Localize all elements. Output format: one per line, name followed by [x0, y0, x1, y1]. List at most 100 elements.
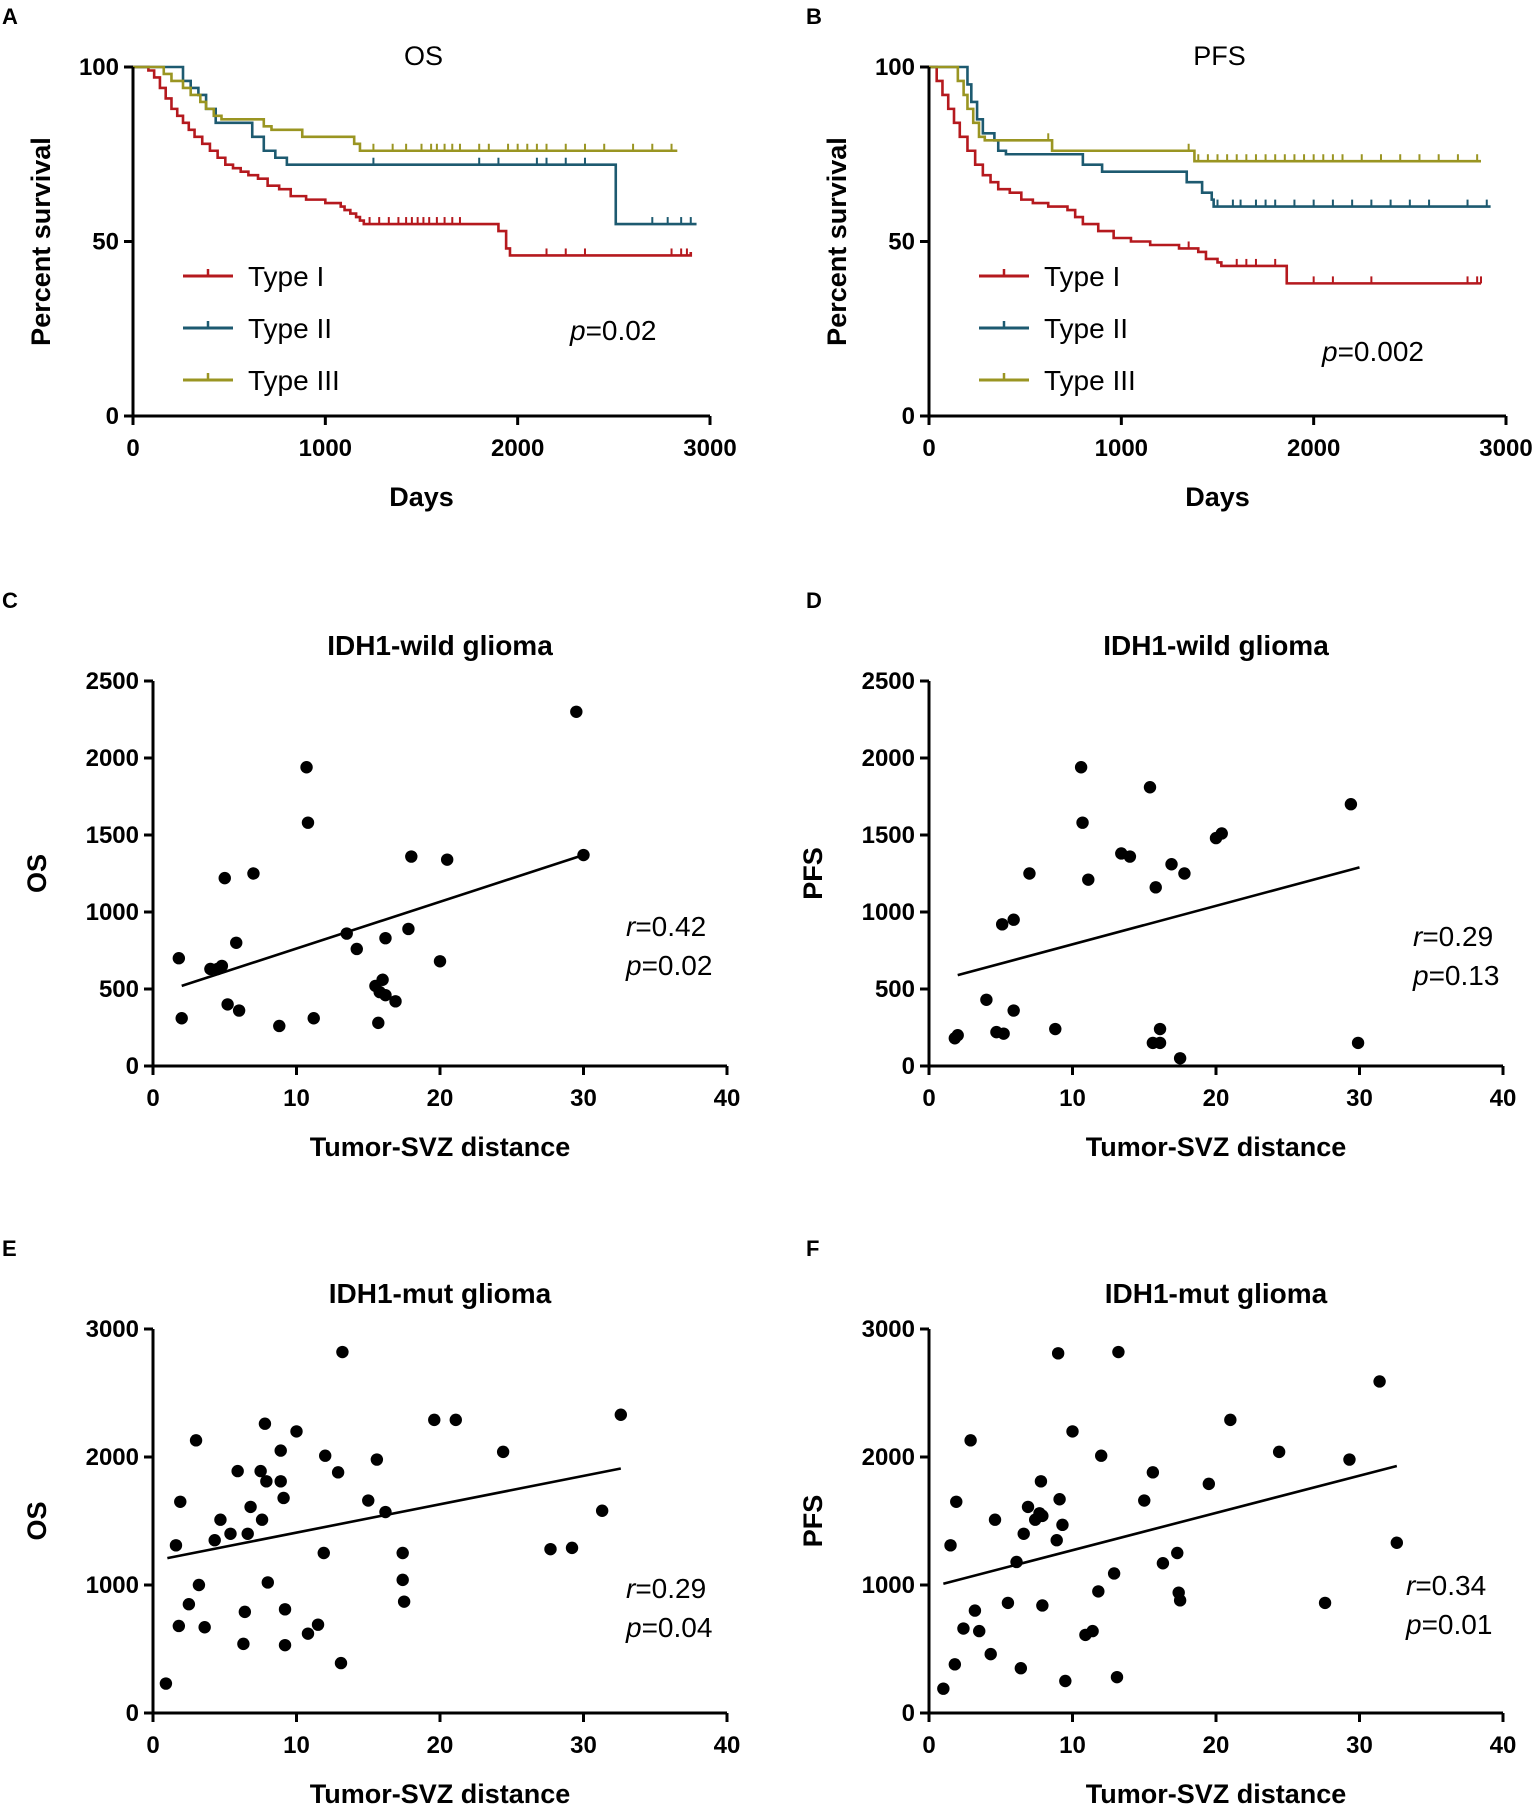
panel-c: IDH1-wild glioma r=0.42 p=0.02 0 500 1000 1500…: [2, 588, 740, 1162]
scatter-point: [230, 936, 243, 949]
y-axis-title: OS: [22, 1501, 52, 1540]
scatter-point: [301, 1627, 315, 1640]
scatter-point: [1351, 1036, 1365, 1050]
p-value-annotation-value: =0.04: [642, 1612, 713, 1643]
x-axis-title: Tumor-SVZ distance: [1086, 1132, 1347, 1162]
scatter-point: [254, 1464, 267, 1478]
scatter-point: [1049, 1022, 1062, 1036]
r-value-annotation-symbol: r: [1406, 1570, 1417, 1601]
x-tick-label: 10: [1059, 1085, 1086, 1112]
x-tick-label: 0: [922, 435, 935, 462]
r-value-annotation-value: =0.34: [1415, 1570, 1486, 1601]
scatter-point: [1066, 1425, 1079, 1438]
panel-e: IDH1-mut glioma r=0.29 p=0.04 0 1000 2000 3000…: [2, 1236, 740, 1808]
scatter-point: [255, 1513, 269, 1526]
chart-title: PFS: [1193, 41, 1246, 71]
scatter-point: [1344, 798, 1358, 811]
scatter-point: [1343, 1453, 1356, 1466]
y-tick-label: 0: [126, 1053, 139, 1080]
scatter-point: [175, 1012, 188, 1025]
x-tick-label: 3000: [1479, 435, 1532, 462]
scatter-point: [988, 1513, 1002, 1526]
scatter-point: [984, 1647, 997, 1661]
km-curve: [133, 65, 678, 153]
scatter-point: [1173, 1052, 1187, 1065]
r-value-annotation-value: =0.42: [635, 911, 706, 942]
scatter-points: [159, 1345, 628, 1690]
scatter-point: [937, 1682, 950, 1695]
scatter-point: [232, 1004, 246, 1017]
scatter-point: [247, 867, 260, 880]
r-value-annotation-value: =0.29: [1422, 921, 1493, 952]
scatter-point: [1202, 1477, 1216, 1491]
x-tick-label: 40: [1490, 1085, 1517, 1112]
r-value-annotation: r=0.29: [1413, 921, 1493, 952]
scatter-point: [1053, 1493, 1066, 1506]
scatter-point: [1059, 1674, 1072, 1688]
x-axis-title: Tumor-SVZ distance: [310, 1132, 571, 1162]
x-tick-label: 30: [1346, 1085, 1373, 1112]
scatter-point: [274, 1444, 287, 1457]
scatter-point: [1146, 1466, 1160, 1479]
x-tick-label: 2000: [1287, 435, 1340, 462]
y-tick-label: 500: [875, 976, 915, 1003]
p-value-annotation: p=0.02: [569, 315, 656, 346]
x-tick-label: 30: [570, 1732, 597, 1759]
scatter-point: [300, 761, 313, 774]
scatter-point: [1272, 1445, 1286, 1459]
scatter-point: [973, 1624, 986, 1638]
p-value-annotation-symbol: p: [625, 950, 642, 981]
scatter-point: [1153, 1022, 1167, 1036]
x-tick-label: 10: [1059, 1732, 1086, 1759]
scatter-point: [1153, 1036, 1167, 1050]
scatter-point: [1123, 850, 1137, 863]
scatter-point: [273, 1019, 286, 1033]
scatter-point: [336, 1345, 349, 1359]
x-axis-title: Tumor-SVZ distance: [310, 1779, 571, 1808]
y-axis-title: PFS: [798, 847, 828, 900]
scatter-point: [1112, 1345, 1125, 1359]
scatter-point: [169, 1539, 183, 1552]
scatter-point: [159, 1677, 173, 1690]
scatter-point: [405, 850, 418, 863]
scatter-point: [1001, 1596, 1015, 1610]
y-tick-label: 1000: [862, 1572, 915, 1599]
y-tick-label: 1000: [86, 899, 139, 926]
scatter-point: [1110, 1670, 1124, 1684]
y-tick-label: 100: [875, 54, 915, 81]
scatter-point: [1156, 1557, 1170, 1570]
scatter-point: [1373, 1375, 1386, 1388]
chart-title: IDH1-mut glioma: [329, 1278, 552, 1309]
km-curve: [929, 65, 1491, 208]
x-tick-label: 30: [570, 1085, 597, 1112]
scatter-point: [278, 1638, 292, 1652]
p-value-annotation-value: =0.02: [586, 315, 657, 346]
scatter-point: [192, 1578, 206, 1592]
p-value-annotation-value: =0.13: [1429, 960, 1500, 991]
scatter-point: [1138, 1494, 1151, 1507]
x-tick-label: 40: [714, 1732, 741, 1759]
scatter-point: [241, 1527, 254, 1541]
y-tick-label: 0: [106, 403, 119, 430]
scatter-point: [397, 1595, 411, 1608]
legend-label: Type I: [248, 261, 324, 292]
r-value-annotation: r=0.29: [626, 1573, 706, 1604]
scatter-point: [1051, 1347, 1065, 1360]
scatter-point: [224, 1527, 237, 1541]
scatter-point: [595, 1504, 609, 1517]
x-axis-title: Days: [389, 482, 454, 512]
x-tick-label: 0: [146, 1085, 159, 1112]
x-tick-label: 20: [1203, 1085, 1230, 1112]
scatter-point: [290, 1425, 303, 1438]
y-tick-label: 0: [126, 1700, 139, 1727]
km-curve: [133, 65, 693, 257]
p-value-annotation-value: =0.02: [642, 950, 713, 981]
regression-line: [943, 1464, 1398, 1585]
p-value-annotation: p=0.02: [625, 950, 712, 981]
scatter-point: [218, 871, 231, 885]
panel-letter: B: [806, 4, 822, 29]
scatter-point: [995, 918, 1009, 931]
scatter-point: [440, 853, 454, 866]
legend-label: Type I: [1044, 261, 1120, 292]
scatter-point: [396, 1573, 409, 1587]
